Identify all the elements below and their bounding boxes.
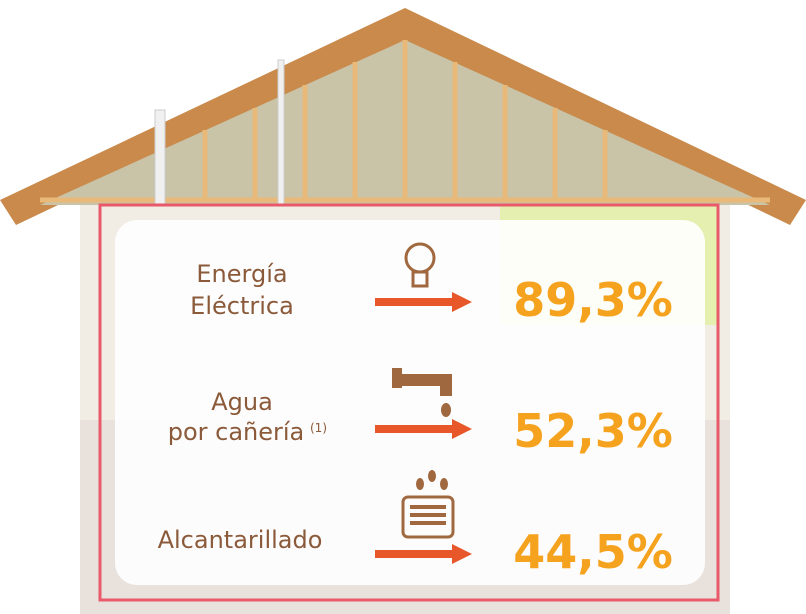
- value: 44,5%: [513, 525, 673, 579]
- sewer-icon: [401, 470, 455, 539]
- arrow: [375, 544, 472, 564]
- label: Alcantarillado: [158, 526, 323, 554]
- panel: [115, 220, 705, 585]
- label: Agua: [211, 388, 273, 416]
- label: Eléctrica: [190, 292, 294, 320]
- bulb-icon: [404, 242, 436, 288]
- footnote-mark: (1): [310, 421, 327, 435]
- tap-icon: [392, 368, 452, 417]
- value: 52,3%: [513, 404, 673, 458]
- arrow: [375, 292, 472, 312]
- arrow: [375, 419, 472, 439]
- label: por cañería: [168, 418, 305, 446]
- frame: [98, 203, 720, 602]
- antenna-pipe: [277, 59, 285, 206]
- value: 89,3%: [513, 273, 673, 327]
- label: Energía: [196, 260, 287, 288]
- vent-pipe: [154, 109, 166, 206]
- rafters: [40, 40, 770, 203]
